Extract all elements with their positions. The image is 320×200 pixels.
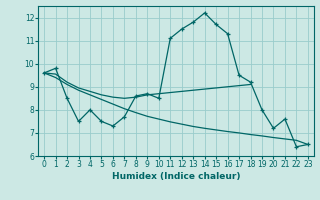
X-axis label: Humidex (Indice chaleur): Humidex (Indice chaleur) xyxy=(112,172,240,181)
